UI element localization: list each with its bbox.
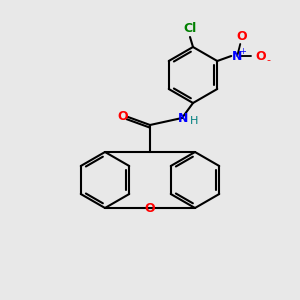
Text: O: O (145, 202, 155, 214)
Text: H: H (190, 116, 198, 126)
Text: O: O (236, 31, 247, 44)
Text: N: N (178, 112, 188, 124)
Text: +: + (239, 46, 246, 56)
Text: N: N (232, 50, 242, 62)
Text: O: O (118, 110, 128, 124)
Text: -: - (266, 55, 270, 65)
Text: Cl: Cl (183, 22, 196, 35)
Text: O: O (255, 50, 266, 62)
